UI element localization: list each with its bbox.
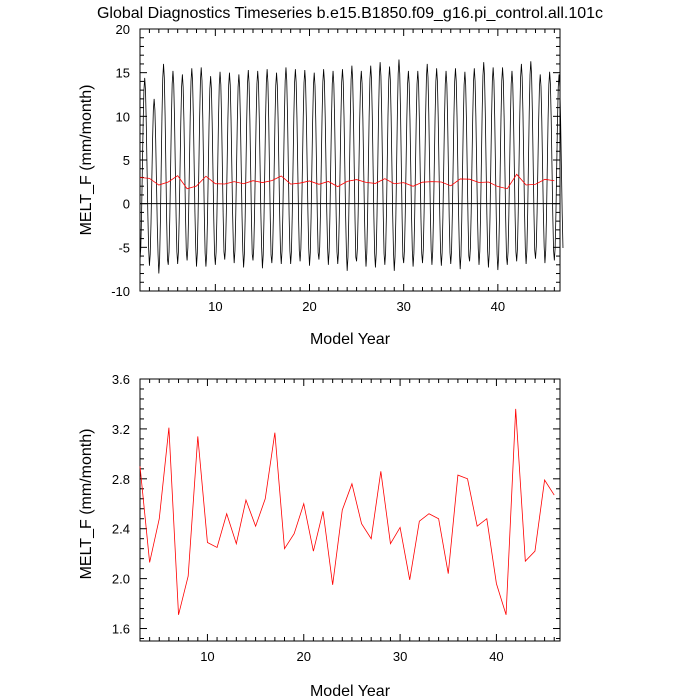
top-y-axis-label: MELT_F (mm/month) (78, 85, 95, 236)
y-tick-label: 2.0 (112, 572, 130, 587)
x-tick-label: 30 (396, 299, 410, 314)
x-tick-label: 40 (491, 299, 505, 314)
x-tick-label: 20 (297, 649, 311, 664)
top-x-axis-label: Model Year (310, 331, 391, 348)
y-tick-label: 0 (123, 197, 130, 212)
bottom-y-axis-label: MELT_F (mm/month) (78, 429, 95, 580)
y-tick-label: 5 (123, 153, 130, 168)
y-tick-label: -10 (111, 284, 130, 299)
top-panel: 10 20 30 40 -10 -5 0 5 10 15 20 (111, 22, 564, 314)
x-tick-label: 10 (208, 299, 222, 314)
series-line-monthly (139, 59, 564, 274)
series-line-annual-mean (139, 408, 555, 615)
x-tick-label: 10 (200, 649, 214, 664)
chart-title: Global Diagnostics Timeseries b.e15.B185… (97, 5, 603, 22)
bottom-x-axis-label: Model Year (310, 683, 391, 700)
x-tick-label: 40 (489, 649, 503, 664)
y-tick-label: 20 (116, 22, 130, 37)
x-tick-label: 20 (302, 299, 316, 314)
y-tick-label: 3.6 (112, 372, 130, 387)
y-tick-label: 2.4 (112, 522, 130, 537)
plot-frame (139, 378, 561, 642)
bottom-panel: 10 20 30 40 1.6 2.0 2.4 2.8 3.2 3.6 (112, 372, 561, 664)
x-tick-label: 30 (393, 649, 407, 664)
y-tick-label: 2.8 (112, 472, 130, 487)
y-tick-label: 3.2 (112, 422, 130, 437)
y-tick-label: 1.6 (112, 622, 130, 637)
y-tick-label: -5 (118, 240, 130, 255)
y-tick-label: 15 (116, 66, 130, 81)
series-line-annual-mean (139, 173, 555, 190)
y-tick-label: 10 (116, 109, 130, 124)
